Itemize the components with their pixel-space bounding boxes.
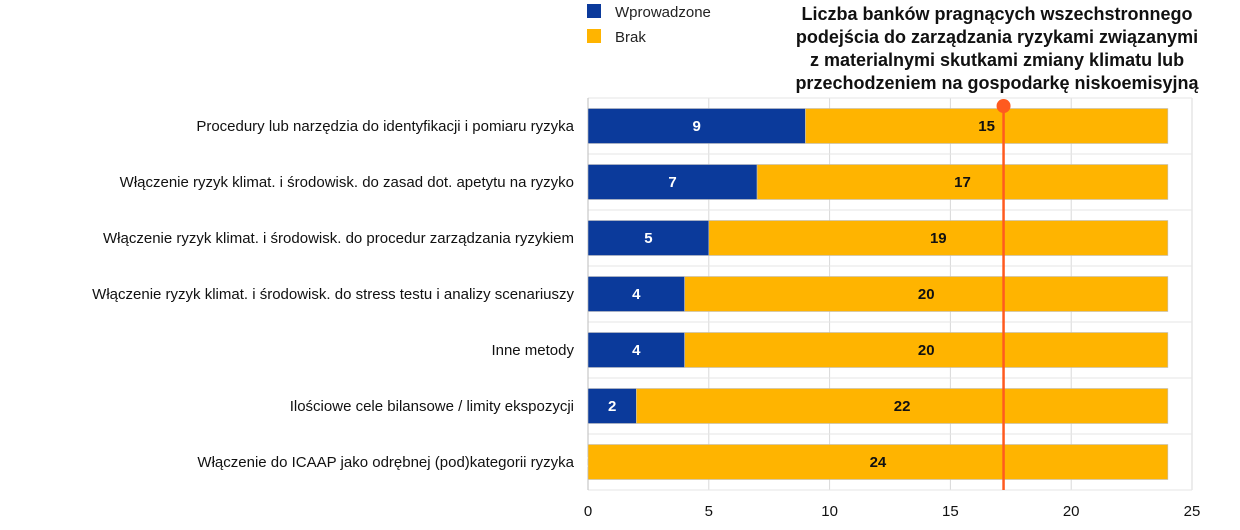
bar-wprowadzone-5 [587, 388, 637, 424]
category-labels: Procedury lub narzędzia do identyfikacji… [92, 118, 574, 471]
data-label-wprowadzone-5: 2 [608, 398, 616, 415]
legend-label-brak: Brak [615, 29, 646, 46]
data-label-brak-1: 17 [954, 174, 971, 191]
data-label-wprowadzone-1: 7 [668, 174, 676, 191]
data-label-brak-4: 20 [918, 342, 935, 359]
category-label-6: Włączenie do ICAAP jako odrębnej (pod)ka… [197, 454, 574, 471]
x-tick-label-3: 15 [942, 503, 959, 520]
bar-brak-6 [587, 444, 1169, 480]
data-label-wprowadzone-0: 9 [693, 118, 701, 135]
reference-label-line-2: z materialnymi skutkami zmiany klimatu l… [810, 50, 1184, 70]
category-label-3: Włączenie ryzyk klimat. i środowisk. do … [92, 286, 574, 303]
x-tick-label-1: 5 [705, 503, 713, 520]
category-label-5: Ilościowe cele bilansowe / limity ekspoz… [290, 398, 574, 415]
x-tick-label-5: 25 [1184, 503, 1201, 520]
bar-wprowadzone-1 [587, 164, 758, 200]
category-label-4: Inne metody [491, 342, 574, 359]
bar-brak-4 [684, 332, 1169, 368]
legend-swatch-wprowadzone [587, 4, 601, 18]
data-label-brak-2: 19 [930, 230, 947, 247]
reference-annotation: Liczba banków pragnących wszechstronnego… [795, 4, 1199, 93]
x-tick-label-2: 10 [821, 503, 838, 520]
legend-label-wprowadzone: Wprowadzone [615, 4, 711, 21]
reference-label-line-0: Liczba banków pragnących wszechstronnego [801, 4, 1192, 24]
category-label-1: Włączenie ryzyk klimat. i środowisk. do … [120, 174, 574, 191]
data-label-brak-5: 22 [894, 398, 911, 415]
reference-line-marker [996, 99, 1011, 113]
bar-brak-1 [756, 164, 1169, 200]
data-label-brak-6: 24 [870, 454, 887, 471]
legend-swatch-brak [587, 29, 601, 43]
reference-label-line-1: podejścia do zarządzania ryzykami związa… [796, 27, 1198, 47]
data-label-wprowadzone-3: 4 [632, 286, 641, 303]
bar-wprowadzone-2 [587, 220, 710, 256]
reference-line [996, 99, 1011, 490]
data-label-wprowadzone-4: 4 [632, 342, 641, 359]
x-tick-label-4: 20 [1063, 503, 1080, 520]
bar-wprowadzone-4 [587, 332, 685, 368]
bar-brak-5 [636, 388, 1169, 424]
legend: Wprowadzone Brak [587, 4, 711, 46]
bar-brak-0 [805, 108, 1169, 144]
x-axis-ticks: 0 5 10 15 20 25 [584, 503, 1201, 520]
data-label-brak-3: 20 [918, 286, 935, 303]
x-tick-label-0: 0 [584, 503, 592, 520]
category-label-2: Włączenie ryzyk klimat. i środowisk. do … [103, 230, 574, 247]
data-label-wprowadzone-2: 5 [644, 230, 652, 247]
bar-wprowadzone-3 [587, 276, 685, 312]
category-label-0: Procedury lub narzędzia do identyfikacji… [196, 118, 574, 135]
bars: 915717519420420222024 [584, 108, 1169, 480]
bar-brak-2 [708, 220, 1169, 256]
reference-label-line-3: przechodzeniem na gospodarkę niskoemisyj… [795, 73, 1199, 93]
data-label-brak-0: 15 [978, 118, 995, 135]
bar-brak-3 [684, 276, 1169, 312]
